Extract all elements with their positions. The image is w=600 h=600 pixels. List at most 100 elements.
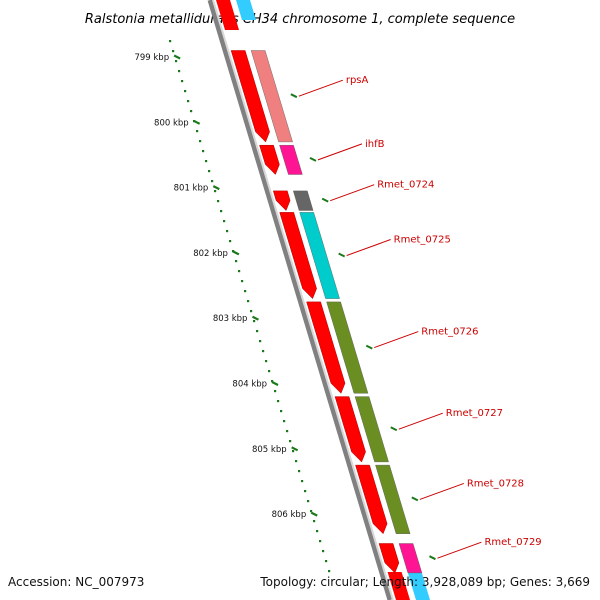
cds-arrow-fragment bbox=[387, 572, 411, 600]
ruler-dot bbox=[286, 430, 289, 433]
cds-arrow bbox=[230, 50, 270, 143]
ruler-dot bbox=[256, 330, 259, 333]
ruler-dot bbox=[181, 80, 184, 83]
feature-marker bbox=[338, 252, 346, 258]
ruler-dot bbox=[307, 500, 310, 503]
ruler-dot bbox=[247, 300, 250, 303]
kbp-tick bbox=[232, 250, 240, 256]
ruler-dot bbox=[175, 60, 178, 63]
ruler-dot bbox=[238, 270, 241, 273]
label-leader bbox=[298, 79, 344, 97]
ruler-dot bbox=[196, 130, 199, 133]
ruler-dot bbox=[172, 50, 175, 53]
gene-feature bbox=[326, 301, 369, 394]
cds-arrow-fragment bbox=[216, 0, 239, 30]
feature-marker bbox=[411, 496, 419, 502]
ruler-dot bbox=[202, 150, 205, 153]
ruler-dot bbox=[289, 440, 292, 443]
cds-arrow bbox=[306, 301, 346, 394]
ruler-dot bbox=[280, 410, 283, 413]
gene-label: Rmet_0729 bbox=[484, 537, 541, 548]
ruler-dot bbox=[214, 190, 217, 193]
kbp-label: 806 kbp bbox=[272, 510, 307, 520]
kbp-ruler: 799 kbp 800 kbp 801 kbp 802 kbp 803 kbp 804 k… bbox=[134, 40, 331, 573]
ruler-dot bbox=[277, 400, 280, 403]
ruler-dot bbox=[262, 350, 265, 353]
feature-marker bbox=[390, 426, 398, 432]
ruler-dot bbox=[259, 340, 262, 343]
map-title: Ralstonia metallidurans CH34 chromosome … bbox=[85, 12, 515, 27]
gene-label: Rmet_0727 bbox=[446, 408, 503, 419]
ruler-dot bbox=[226, 230, 229, 233]
ruler-dot bbox=[253, 320, 256, 323]
ruler-dot bbox=[211, 180, 214, 183]
ruler-dot bbox=[328, 570, 331, 573]
feature-marker bbox=[309, 156, 317, 162]
ruler-dot bbox=[205, 160, 208, 163]
ruler-dot bbox=[271, 380, 274, 383]
ruler-dot bbox=[325, 560, 328, 563]
ruler-dot bbox=[283, 420, 286, 423]
label-leader bbox=[330, 184, 375, 202]
label-leader bbox=[398, 412, 443, 430]
gene-label: ihfB bbox=[365, 139, 385, 150]
ruler-dot bbox=[316, 530, 319, 533]
gene-label: rpsA bbox=[346, 75, 369, 86]
label-leader bbox=[419, 482, 464, 500]
label-leader bbox=[317, 143, 363, 161]
kbp-label: 801 kbp bbox=[174, 184, 209, 194]
kbp-tick bbox=[193, 119, 201, 125]
feature-marker bbox=[429, 555, 436, 561]
gene-label: Rmet_0728 bbox=[467, 478, 524, 489]
kbp-label: 803 kbp bbox=[213, 314, 248, 324]
kbp-label: 804 kbp bbox=[232, 380, 267, 390]
ruler-dot bbox=[295, 460, 298, 463]
ruler-dot bbox=[199, 140, 202, 143]
ruler-dot bbox=[235, 260, 238, 263]
kbp-tick bbox=[310, 511, 318, 517]
kbp-label: 805 kbp bbox=[252, 445, 287, 455]
gene-feature bbox=[354, 396, 389, 463]
ruler-dot bbox=[184, 90, 187, 93]
ruler-dot bbox=[322, 550, 325, 553]
gene-feature bbox=[375, 464, 411, 534]
ruler-dot bbox=[313, 520, 316, 523]
cds-arrow bbox=[279, 212, 317, 300]
cds-arrow bbox=[378, 543, 400, 574]
ruler-dot bbox=[268, 370, 271, 373]
ruler-dot bbox=[178, 70, 181, 73]
feature-marker bbox=[290, 93, 298, 99]
feature-marker bbox=[365, 344, 373, 350]
ruler-dot bbox=[310, 510, 313, 513]
ruler-dot bbox=[223, 220, 226, 223]
ruler-dot bbox=[298, 470, 301, 473]
ruler-dot bbox=[250, 310, 253, 313]
gene-feature bbox=[299, 212, 340, 299]
gene-label: Rmet_0725 bbox=[394, 235, 451, 246]
kbp-tick bbox=[173, 54, 181, 60]
kbp-tick bbox=[271, 381, 279, 386]
ruler-dot bbox=[169, 40, 172, 43]
kbp-tick bbox=[291, 446, 299, 452]
feature-fragment bbox=[236, 0, 256, 20]
gene-feature bbox=[398, 543, 423, 574]
gene-labels: rpsA ihfB Rmet_0724 Rmet_0725 Rmet_0726 Rmet_… bbox=[290, 75, 542, 561]
ruler-dot bbox=[208, 170, 211, 173]
ruler-dot bbox=[265, 360, 268, 363]
kbp-tick bbox=[212, 185, 220, 191]
ruler-dot bbox=[190, 110, 193, 113]
ruler-dot bbox=[319, 540, 322, 543]
cds-arrow bbox=[355, 464, 388, 535]
accession-text: Accession: NC_007973 bbox=[8, 575, 144, 589]
ruler-dot bbox=[292, 450, 295, 453]
ruler-dot bbox=[229, 240, 232, 243]
gene-track bbox=[216, 0, 431, 600]
gene-label: Rmet_0726 bbox=[421, 327, 478, 338]
feature-marker bbox=[321, 197, 329, 203]
gene-label: Rmet_0724 bbox=[377, 180, 434, 191]
label-leader bbox=[437, 541, 482, 559]
cds-arrow bbox=[334, 396, 366, 463]
label-leader bbox=[374, 331, 419, 349]
ruler-dot bbox=[304, 490, 307, 493]
kbp-label: 799 kbp bbox=[134, 53, 169, 63]
